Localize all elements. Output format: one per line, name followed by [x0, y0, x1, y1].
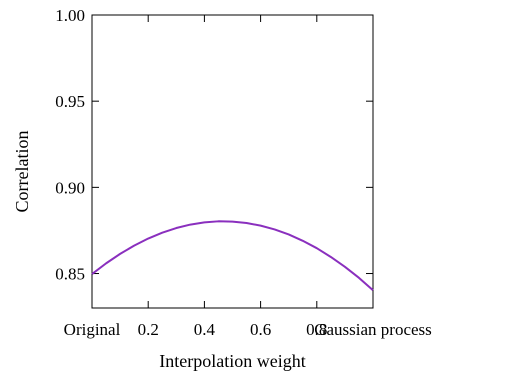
x-axis-label: Interpolation weight — [159, 351, 305, 371]
series-line — [91, 220, 374, 291]
x-tick-label: Original — [64, 320, 121, 339]
x-tick-label: 0.8 — [306, 320, 327, 339]
plot-frame — [91, 14, 374, 309]
x-tick-label: 0.6 — [250, 320, 271, 339]
x-tick-label: 0.4 — [194, 320, 216, 339]
x-tick-label: Gaussian process — [314, 320, 432, 339]
y-tick-label: 0.95 — [55, 92, 85, 111]
y-tick-label: 1.00 — [55, 6, 85, 25]
x-tick-label: 0.2 — [138, 320, 159, 339]
y-tick-label: 0.90 — [55, 178, 85, 197]
y-tick-label: 0.85 — [55, 265, 85, 284]
y-axis-label: Correlation — [12, 131, 32, 213]
